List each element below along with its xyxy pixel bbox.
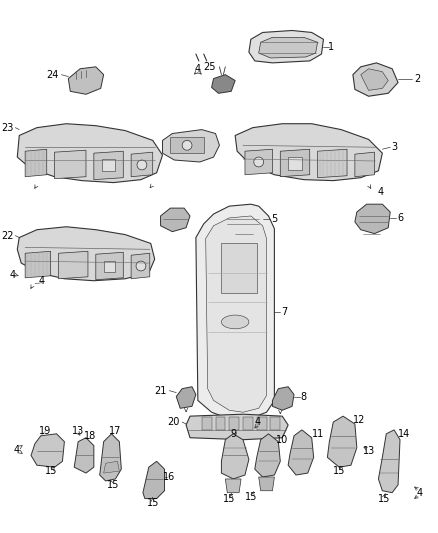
Text: 15: 15 — [333, 466, 345, 476]
Text: 4: 4 — [13, 445, 19, 455]
Polygon shape — [361, 69, 388, 91]
Polygon shape — [25, 149, 47, 177]
Text: 4: 4 — [377, 188, 383, 197]
Polygon shape — [229, 417, 239, 430]
Polygon shape — [68, 67, 104, 94]
Polygon shape — [102, 159, 116, 171]
Polygon shape — [215, 417, 225, 430]
Text: 8: 8 — [301, 392, 307, 401]
Polygon shape — [212, 75, 235, 93]
Polygon shape — [206, 216, 267, 412]
Polygon shape — [245, 149, 272, 175]
Text: 4: 4 — [254, 417, 261, 427]
Text: 18: 18 — [84, 431, 96, 441]
Polygon shape — [235, 124, 382, 181]
Text: 1: 1 — [328, 42, 334, 52]
Ellipse shape — [222, 315, 249, 329]
Polygon shape — [94, 151, 123, 180]
Polygon shape — [353, 63, 398, 96]
Text: 20: 20 — [167, 417, 179, 427]
Circle shape — [182, 140, 192, 150]
Polygon shape — [131, 152, 153, 177]
Text: 7: 7 — [281, 307, 287, 317]
Polygon shape — [104, 461, 119, 473]
Polygon shape — [186, 414, 288, 440]
Text: 4: 4 — [195, 64, 201, 74]
Polygon shape — [288, 157, 302, 170]
Text: 15: 15 — [378, 494, 391, 504]
Text: 19: 19 — [39, 426, 51, 436]
Polygon shape — [17, 124, 162, 183]
Polygon shape — [259, 37, 318, 58]
Text: 4: 4 — [39, 276, 45, 286]
Polygon shape — [96, 252, 123, 280]
Text: 13: 13 — [72, 426, 84, 436]
Text: 6: 6 — [397, 213, 403, 223]
Circle shape — [137, 160, 147, 170]
Polygon shape — [223, 206, 263, 233]
Polygon shape — [104, 261, 116, 272]
Text: 14: 14 — [398, 429, 410, 439]
Text: 23: 23 — [1, 123, 14, 133]
Text: 15: 15 — [223, 494, 236, 504]
Text: 15: 15 — [147, 497, 159, 507]
Polygon shape — [288, 430, 314, 475]
Polygon shape — [196, 204, 274, 418]
Polygon shape — [225, 479, 241, 492]
Text: 4: 4 — [9, 270, 15, 280]
Polygon shape — [222, 244, 257, 293]
Polygon shape — [327, 416, 357, 467]
Polygon shape — [100, 434, 121, 481]
Text: 25: 25 — [203, 62, 215, 72]
Polygon shape — [249, 30, 324, 63]
Polygon shape — [318, 149, 347, 177]
Polygon shape — [259, 477, 274, 491]
Circle shape — [136, 261, 146, 271]
Text: 4: 4 — [417, 488, 423, 498]
Polygon shape — [271, 417, 280, 430]
Text: 15: 15 — [107, 480, 120, 490]
Text: 17: 17 — [109, 426, 122, 436]
Polygon shape — [202, 417, 212, 430]
Polygon shape — [280, 149, 310, 177]
Polygon shape — [176, 387, 196, 408]
Polygon shape — [255, 434, 280, 477]
Polygon shape — [161, 208, 190, 232]
Polygon shape — [243, 417, 253, 430]
Text: 9: 9 — [230, 429, 236, 439]
Polygon shape — [74, 438, 94, 473]
Text: 5: 5 — [271, 214, 278, 224]
Polygon shape — [31, 434, 64, 467]
Text: 16: 16 — [163, 472, 176, 482]
Polygon shape — [162, 130, 219, 162]
Polygon shape — [55, 150, 86, 179]
Polygon shape — [355, 152, 374, 177]
Polygon shape — [222, 434, 249, 479]
Text: 22: 22 — [1, 231, 14, 240]
Polygon shape — [170, 138, 204, 153]
Text: 15: 15 — [245, 491, 257, 502]
Text: 12: 12 — [353, 415, 365, 425]
Polygon shape — [131, 253, 150, 279]
Polygon shape — [355, 204, 390, 233]
Text: 2: 2 — [414, 74, 421, 84]
Text: 10: 10 — [276, 435, 288, 445]
Polygon shape — [378, 430, 400, 492]
Polygon shape — [25, 251, 51, 278]
Text: 13: 13 — [363, 447, 375, 456]
Text: 11: 11 — [311, 429, 324, 439]
Polygon shape — [143, 461, 165, 498]
Text: 3: 3 — [391, 142, 397, 152]
Polygon shape — [272, 387, 294, 410]
Text: 24: 24 — [46, 70, 59, 79]
Text: 15: 15 — [45, 466, 57, 476]
Text: 21: 21 — [154, 386, 166, 395]
Polygon shape — [257, 417, 267, 430]
Polygon shape — [59, 251, 88, 279]
Circle shape — [254, 157, 264, 167]
Polygon shape — [17, 227, 155, 281]
